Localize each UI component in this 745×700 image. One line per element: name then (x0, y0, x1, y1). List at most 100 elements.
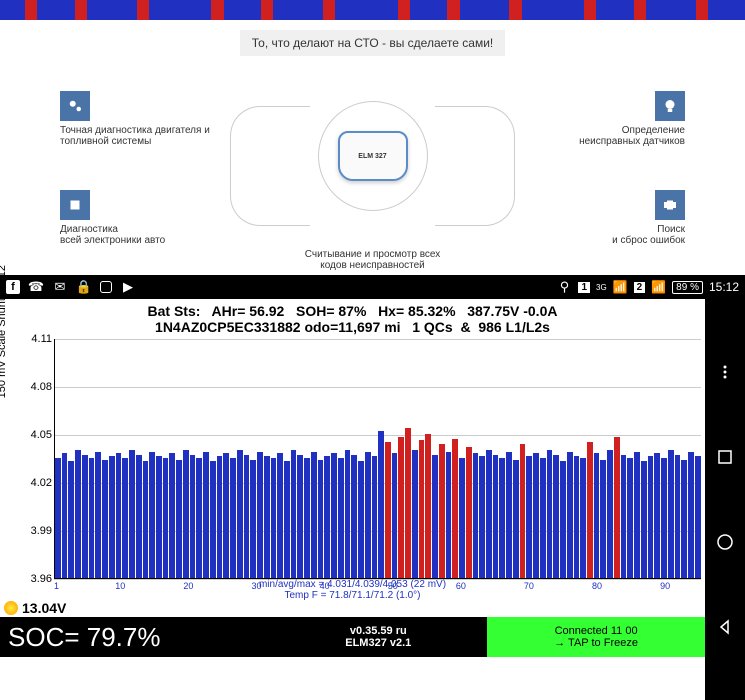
infographic-title: То, что делают на СТО - вы сделаете сами… (240, 30, 505, 56)
cell-bar (338, 458, 344, 578)
back-button[interactable] (715, 617, 735, 637)
cell-bar (284, 461, 290, 578)
cell-bar (594, 453, 600, 578)
cell-bar (600, 460, 606, 578)
cell-bar (311, 452, 317, 578)
connection-cell[interactable]: Connected 11 00→ TAP to Freeze (487, 617, 705, 657)
cell-bar (68, 461, 74, 578)
cell-bar (230, 458, 236, 578)
cell-bar (237, 450, 243, 578)
chart-stats-text: min/avg/max = 4.031/4.039/4.053 (22 mV)T… (259, 579, 446, 601)
cell-bar (62, 453, 68, 578)
network-type: 3G (596, 283, 607, 292)
infographic-panel: То, что делают на СТО - вы сделаете сами… (0, 0, 745, 275)
cell-bar (419, 440, 425, 578)
cell-bar (55, 458, 61, 578)
cell-bar (291, 450, 297, 578)
cell-bar (486, 450, 492, 578)
cell-bar (580, 458, 586, 578)
feature-electronics-diag: Диагностикавсей электроники авто (60, 190, 240, 246)
cell-bar (75, 450, 81, 578)
cell-bar (271, 458, 277, 578)
cell-bar (567, 452, 573, 578)
cell-bar (102, 460, 108, 578)
feature-error-reset: Поиски сброс ошибок (505, 190, 685, 246)
cell-bar (210, 461, 216, 578)
cell-bar (365, 452, 371, 578)
cell-bar (169, 453, 175, 578)
cell-bar (163, 458, 169, 578)
bars-container (54, 339, 701, 579)
cell-bar (560, 461, 566, 578)
cell-bar (607, 450, 613, 578)
cell-bar (513, 460, 519, 578)
recent-apps-button[interactable] (715, 447, 735, 467)
feature-code-read: Считывание и просмотр всехкодов неисправ… (283, 249, 463, 271)
gears-icon (60, 91, 90, 121)
cell-bar (654, 453, 660, 578)
cell-bar (405, 428, 411, 578)
facebook-icon[interactable]: f (6, 280, 20, 294)
android-nav-bar (705, 299, 745, 700)
cell-bar (297, 455, 303, 578)
message-icon[interactable]: ✉ (52, 279, 68, 295)
youtube-icon[interactable]: ▶ (120, 279, 136, 295)
cell-bar (223, 453, 229, 578)
feature-engine-diag: Точная диагностика двигателя итопливной … (60, 91, 240, 147)
signal1-icon: 📶 (613, 280, 628, 294)
cell-bar (432, 455, 438, 578)
cell-bar (277, 453, 283, 578)
cell-bar (614, 437, 620, 578)
cell-bar (324, 456, 330, 578)
menu-button[interactable] (715, 362, 735, 382)
cell-bar (526, 456, 532, 578)
cell-bar (425, 434, 431, 578)
viber-icon[interactable]: ☎ (28, 279, 44, 295)
cell-bar (331, 453, 337, 578)
cell-bar (372, 456, 378, 578)
device-circle: ELM 327 (318, 101, 428, 211)
cell-bar (587, 442, 593, 578)
cell-bar (661, 458, 667, 578)
cell-bar (358, 461, 364, 578)
aux-voltage: 13.04V (22, 600, 66, 616)
cell-bar (143, 461, 149, 578)
cell-bar (257, 452, 263, 578)
battery-level: 89 % (672, 281, 703, 294)
cell-bar (459, 458, 465, 578)
cell-bar (244, 455, 250, 578)
y-axis-title: 150 mV Scale Shunts 4812 (0, 265, 8, 398)
cell-bar (264, 456, 270, 578)
y-axis-labels: 3.963.994.024.054.084.11 (24, 339, 52, 579)
bluetooth-icon: ⚲ (556, 279, 572, 295)
stripe-pattern (0, 0, 745, 20)
soc-value[interactable]: SOC= 79.7% (0, 617, 269, 657)
cell-bar (493, 455, 499, 578)
clock: 15:12 (709, 280, 739, 294)
cell-bar (681, 460, 687, 578)
cell-bar (621, 455, 627, 578)
bulb-icon (4, 601, 18, 615)
cell-bar (574, 456, 580, 578)
cell-voltage-chart[interactable]: 150 mV Scale Shunts 4812 3.963.994.024.0… (0, 339, 705, 599)
cell-bar (136, 455, 142, 578)
cell-bar (156, 456, 162, 578)
version-cell[interactable]: v0.35.59 ruELM327 v2.1 (269, 617, 487, 657)
cell-bar (520, 444, 526, 578)
cell-bar (351, 455, 357, 578)
cell-bar (89, 458, 95, 578)
cell-bar (378, 431, 384, 578)
instagram-icon[interactable] (100, 281, 112, 293)
cell-bar (695, 456, 701, 578)
cell-bar (176, 460, 182, 578)
cell-bar (634, 452, 640, 578)
leafspy-app[interactable]: Bat Sts: AHr= 56.92 SOH= 87% Hx= 85.32% … (0, 299, 705, 700)
cell-bar (506, 452, 512, 578)
cell-bar (533, 453, 539, 578)
battery-stats-header: Bat Sts: AHr= 56.92 SOH= 87% Hx= 85.32% … (0, 299, 705, 339)
bottom-status-bar: SOC= 79.7% v0.35.59 ruELM327 v2.1 Connec… (0, 617, 705, 657)
cell-bar (392, 453, 398, 578)
cell-bar (479, 456, 485, 578)
cell-bar (109, 456, 115, 578)
home-button[interactable] (715, 532, 735, 552)
